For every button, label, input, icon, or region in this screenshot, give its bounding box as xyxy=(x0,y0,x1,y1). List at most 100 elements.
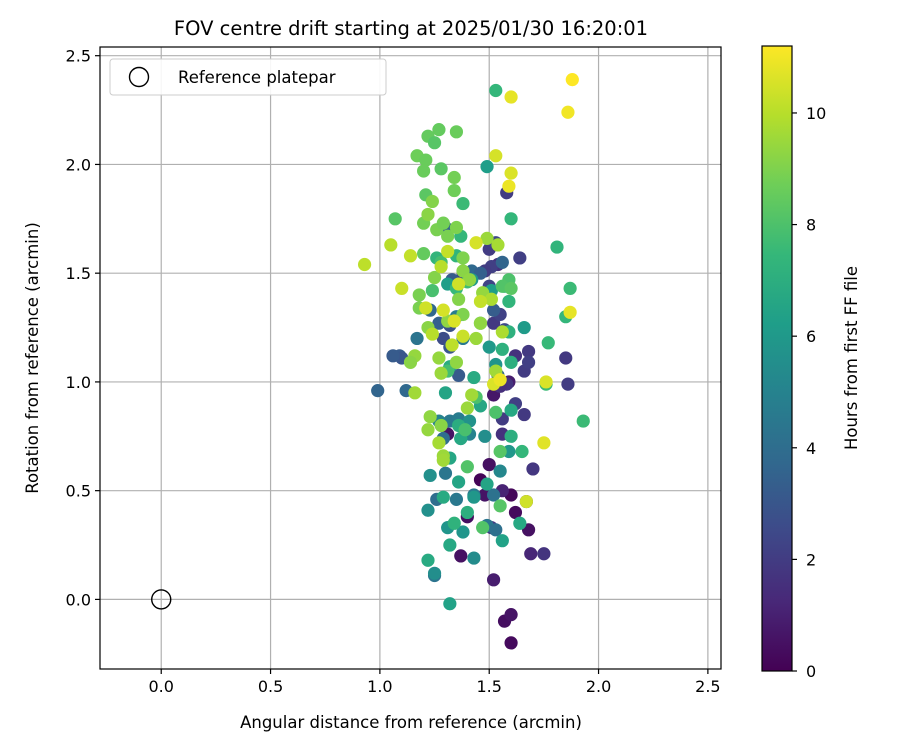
legend-entry-label: Reference platepar xyxy=(178,68,336,87)
data-point xyxy=(563,305,577,319)
data-point xyxy=(513,251,527,265)
scatter-points xyxy=(357,73,590,650)
data-point xyxy=(493,444,507,459)
data-point xyxy=(508,505,523,520)
data-point xyxy=(438,386,453,400)
data-point xyxy=(447,516,461,530)
data-point xyxy=(408,386,422,400)
data-point xyxy=(467,551,481,565)
data-point xyxy=(412,288,426,302)
y-tick-label: 2.5 xyxy=(66,47,91,66)
data-point xyxy=(495,325,509,339)
data-point xyxy=(436,303,450,317)
y-tick-label: 2.0 xyxy=(66,155,91,174)
data-point xyxy=(421,207,435,222)
data-point xyxy=(454,549,468,563)
data-point xyxy=(443,597,457,611)
data-point xyxy=(489,83,503,98)
data-point xyxy=(456,251,470,265)
data-point xyxy=(513,516,527,530)
data-point xyxy=(539,375,553,389)
data-point xyxy=(489,149,503,163)
data-point xyxy=(489,405,503,419)
data-point xyxy=(449,492,464,506)
colorbar-tick-label: 8 xyxy=(806,216,816,235)
data-point xyxy=(460,401,474,415)
data-point xyxy=(559,351,573,365)
data-point xyxy=(456,329,470,343)
data-point xyxy=(445,338,459,352)
data-point xyxy=(467,370,481,385)
data-point xyxy=(449,355,464,369)
data-point xyxy=(469,331,483,346)
colorbar-tick-label: 6 xyxy=(806,327,816,346)
data-point xyxy=(502,179,516,193)
data-point xyxy=(421,553,435,567)
data-point xyxy=(421,423,435,437)
data-point xyxy=(563,281,577,296)
plot-frame xyxy=(99,46,722,670)
data-point xyxy=(434,366,448,380)
data-point xyxy=(403,355,418,369)
colorbar-tick-label: 0 xyxy=(806,662,816,681)
data-point xyxy=(452,368,466,382)
x-tick-label: 0.5 xyxy=(258,677,283,696)
data-point xyxy=(410,331,424,346)
data-point xyxy=(502,294,516,309)
data-point xyxy=(504,403,518,417)
data-point xyxy=(561,377,575,391)
reference-platepar-marker xyxy=(151,589,172,610)
data-point xyxy=(465,388,479,402)
data-point xyxy=(449,125,464,139)
data-point xyxy=(495,342,509,356)
data-point xyxy=(473,316,488,330)
data-point xyxy=(521,355,536,369)
y-axis-label: Rotation from reference (arcmin) xyxy=(23,222,42,494)
data-point xyxy=(515,444,529,459)
data-point xyxy=(384,238,398,252)
data-point xyxy=(493,373,507,387)
data-point xyxy=(504,608,518,622)
chart-title: FOV centre drift starting at 2025/01/30 … xyxy=(174,17,648,40)
data-point xyxy=(517,407,531,422)
data-point xyxy=(493,499,507,513)
data-point xyxy=(491,238,505,252)
legend: Reference platepar xyxy=(109,58,387,96)
data-point xyxy=(458,423,472,437)
data-point xyxy=(469,236,483,250)
data-point xyxy=(537,547,551,561)
data-point xyxy=(519,494,533,509)
data-point xyxy=(478,429,492,443)
data-point xyxy=(452,475,466,489)
data-point xyxy=(504,636,518,650)
data-point xyxy=(576,414,590,428)
data-point xyxy=(460,460,474,474)
data-point xyxy=(456,525,470,539)
data-point xyxy=(441,244,455,259)
data-point xyxy=(473,294,488,309)
data-point xyxy=(427,270,442,285)
y-tick-label: 0.0 xyxy=(66,590,91,609)
data-point xyxy=(541,336,555,350)
y-axis-ticks: 0.0 0.5 1.0 1.5 2.0 2.5 xyxy=(66,47,100,609)
data-point xyxy=(486,573,501,587)
data-point xyxy=(434,418,448,433)
data-point xyxy=(447,183,461,198)
y-tick-label: 1.5 xyxy=(66,264,91,283)
data-point xyxy=(517,320,531,335)
data-point xyxy=(434,162,448,176)
data-point xyxy=(495,534,509,548)
data-point xyxy=(476,521,490,535)
data-point xyxy=(421,503,435,517)
data-point xyxy=(371,384,385,398)
data-point xyxy=(486,488,501,502)
data-point xyxy=(486,303,501,317)
data-point xyxy=(425,327,439,341)
data-point xyxy=(504,212,518,226)
legend-marker-icon xyxy=(128,66,150,88)
data-point xyxy=(456,196,470,211)
colorbar-gradient xyxy=(761,45,793,672)
data-point xyxy=(462,273,477,287)
data-point xyxy=(419,301,433,315)
data-point xyxy=(524,547,538,561)
